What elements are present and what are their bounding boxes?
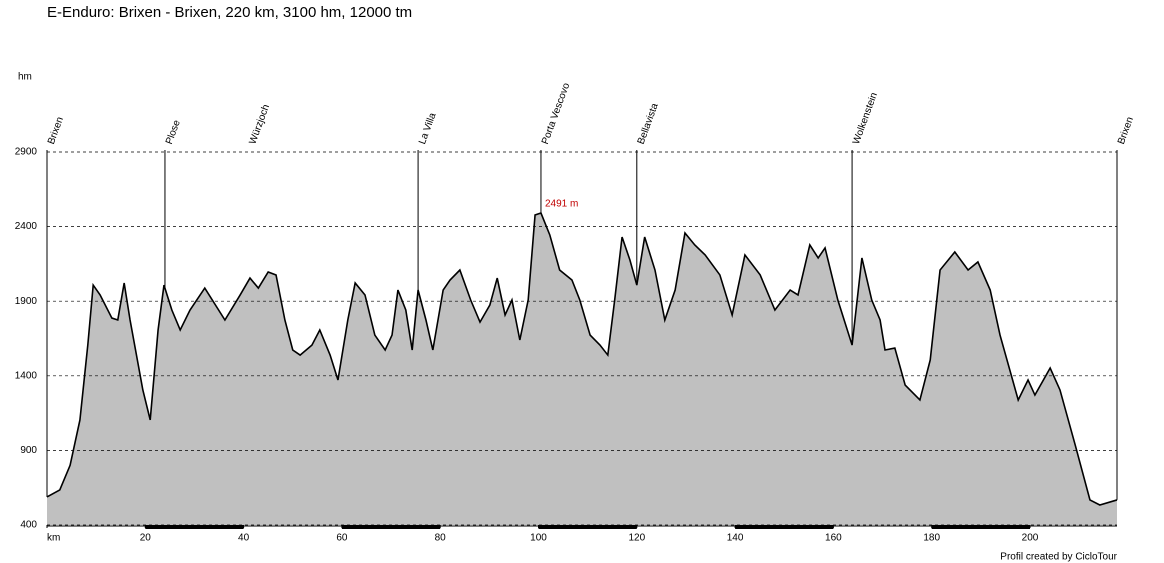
chart-title: E-Enduro: Brixen - Brixen, 220 km, 3100 … — [47, 4, 412, 21]
x-tick-label: 20 — [140, 533, 152, 544]
area-fill — [47, 213, 1117, 525]
pass-label: Würzjoch — [247, 103, 272, 146]
elevation-line — [46, 212, 1118, 506]
axis-band — [931, 525, 1031, 529]
x-tick-label: 160 — [825, 533, 842, 544]
x-tick-label: 40 — [238, 533, 250, 544]
x-tick-label: km — [47, 533, 60, 544]
axis-band — [735, 525, 834, 529]
x-tick-label: 80 — [435, 533, 447, 544]
pass-label: La Villa — [417, 111, 439, 146]
x-tick-label: 100 — [530, 533, 547, 544]
x-tick-label: 200 — [1022, 533, 1039, 544]
footer: Profil created by CicloTour — [1000, 552, 1117, 563]
y-tick-label: 1900 — [15, 296, 38, 307]
pass-label: Wolkenstein — [851, 91, 880, 146]
x-tick-label: 120 — [628, 533, 645, 544]
axis-band — [538, 525, 637, 529]
pass-label: Bellavista — [636, 102, 661, 146]
pass-label: Plose — [164, 118, 183, 146]
pass-label: Porta Vescovo — [540, 81, 573, 146]
y-tick-label: 900 — [20, 445, 37, 456]
y-axis-label: hm — [18, 72, 32, 83]
y-tick-label: 400 — [20, 520, 37, 531]
x-tick-label: 140 — [727, 533, 744, 544]
y-tick-label: 1400 — [15, 370, 38, 381]
peak-label: 2491 m — [545, 199, 578, 210]
y-tick-label: 2900 — [15, 147, 38, 158]
x-tick-label: 180 — [923, 533, 940, 544]
pass-label: Brixen — [1116, 116, 1136, 146]
axis-band — [341, 525, 441, 529]
pass-label: Brixen — [46, 116, 66, 146]
x-tick-label: 60 — [336, 533, 348, 544]
axis-band — [145, 525, 244, 529]
y-tick-label: 2400 — [15, 221, 38, 232]
